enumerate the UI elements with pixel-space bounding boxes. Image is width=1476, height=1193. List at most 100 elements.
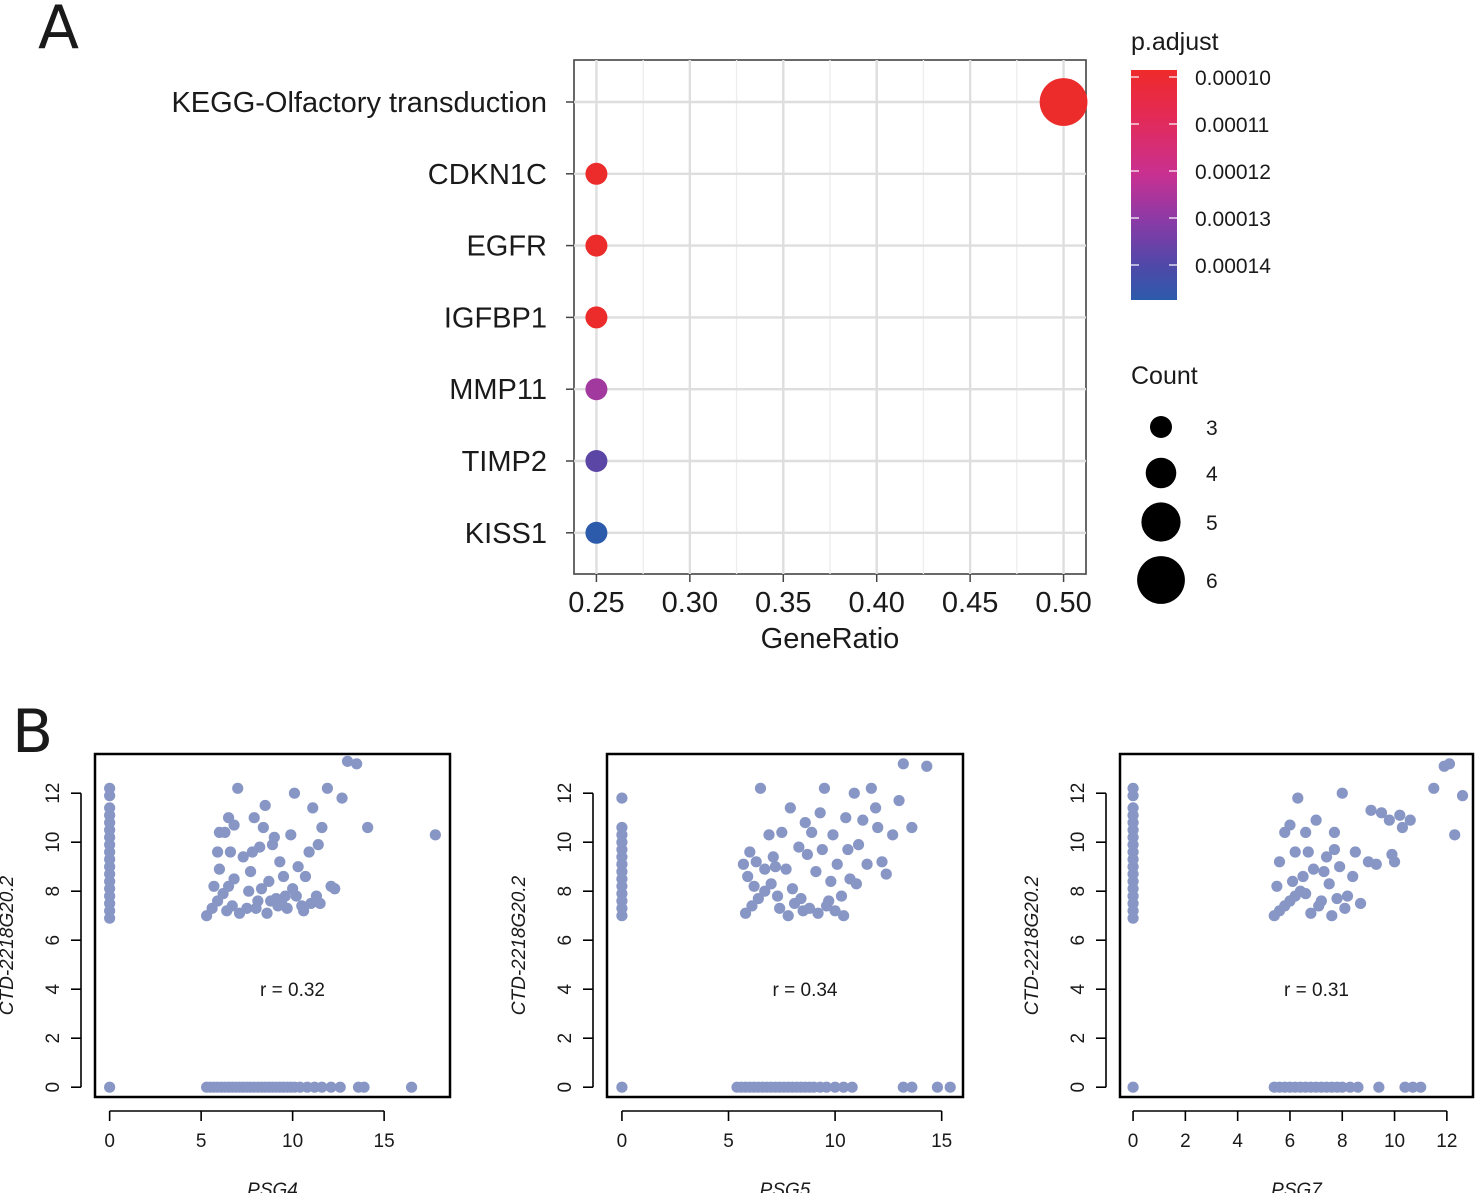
data-point	[316, 1081, 328, 1093]
data-point	[806, 826, 818, 839]
p-adjust-legend-label: 0.00013	[1195, 208, 1271, 231]
data-point	[931, 1081, 944, 1093]
y-axis-title: CTD-2218G20.2	[509, 875, 530, 1015]
data-point	[1292, 792, 1304, 804]
data-point	[838, 910, 850, 922]
data-point	[334, 1081, 346, 1093]
dot-plot-panel-a: KEGG-Olfactory transduction CDKN1C EGFR IGF…	[171, 59, 1092, 655]
gridlines-a	[574, 60, 1086, 574]
data-point	[244, 866, 257, 878]
p-adjust-legend-label: 0.00010	[1195, 67, 1271, 90]
data-point	[1349, 846, 1361, 858]
data-point	[1336, 787, 1348, 799]
x-tick-label: 0	[617, 1131, 628, 1152]
data-point	[1344, 1081, 1356, 1093]
data-point	[769, 861, 782, 873]
y-tick-label: 0	[1068, 1082, 1089, 1093]
plot-frame	[93, 752, 452, 1099]
y-tick-label: 6	[1068, 935, 1089, 946]
data-point	[812, 907, 824, 919]
data-point	[861, 858, 873, 870]
y-axis-title: CTD-2218G20.2	[1022, 875, 1043, 1015]
data-point	[803, 902, 816, 914]
data-point	[897, 758, 909, 770]
data-point	[842, 843, 854, 856]
count-legend: Count 3 4 5 6	[1131, 362, 1218, 604]
y-tick-label: 10	[1068, 832, 1089, 853]
data-point	[801, 848, 813, 861]
y-tick-label: 4	[1068, 983, 1089, 994]
data-point	[212, 846, 224, 858]
data-point	[1339, 902, 1351, 914]
data-point	[1443, 758, 1456, 770]
y-tick-label: 8	[1068, 886, 1089, 897]
data-point	[846, 1081, 858, 1093]
data-point	[292, 861, 304, 873]
x-tick-label: 5	[196, 1131, 207, 1152]
x-axis-title: PSG7	[1271, 1180, 1323, 1193]
count-legend-items: 3 4 5 6	[1137, 416, 1218, 604]
x-tick-label: 2	[1180, 1131, 1191, 1152]
x-tick-label: 10	[282, 1131, 303, 1152]
data-point	[742, 870, 754, 883]
data-point	[816, 843, 828, 856]
data-point	[1271, 880, 1283, 892]
category-label: KISS1	[465, 518, 547, 550]
data-point	[831, 858, 843, 870]
x-tick-label: 12	[1436, 1131, 1457, 1152]
data-point	[852, 839, 865, 851]
dot-timp2	[585, 450, 608, 472]
y-tick-label: 0	[555, 1082, 576, 1093]
data-point	[1456, 790, 1469, 802]
data-point	[261, 907, 273, 919]
data-point	[838, 1081, 850, 1093]
data-point	[221, 905, 233, 917]
data-point	[1307, 863, 1320, 875]
data-point	[1273, 856, 1286, 868]
y-tick-label: 2	[555, 1033, 576, 1044]
data-point	[793, 841, 805, 853]
data-point	[303, 846, 315, 858]
data-point	[243, 885, 255, 897]
x-tick-label: 0.30	[662, 587, 718, 619]
category-label: CDKN1C	[428, 159, 547, 191]
data-point	[224, 846, 237, 858]
data-point	[298, 905, 310, 917]
data-point	[865, 782, 877, 794]
data-point	[759, 885, 771, 897]
data-point	[248, 812, 260, 824]
data-point	[351, 758, 363, 770]
data-point	[1310, 814, 1322, 826]
data-point	[848, 787, 860, 799]
data-point	[1334, 861, 1346, 873]
data-point	[1284, 819, 1296, 831]
data-point	[795, 892, 807, 905]
data-point	[897, 1081, 909, 1093]
data-point	[307, 802, 319, 814]
dot-kegg-olfactory-transduction	[1039, 78, 1088, 126]
data-point	[208, 880, 220, 892]
data-point	[1386, 848, 1398, 861]
data-point	[213, 863, 226, 875]
data-point	[827, 829, 839, 841]
panel-label-b: B	[12, 697, 53, 767]
count-legend-dot	[1145, 457, 1177, 489]
x-tick-label: 0.25	[568, 587, 624, 619]
count-legend-label: 4	[1206, 463, 1218, 486]
data-point	[872, 821, 884, 834]
data-point	[784, 802, 796, 814]
data-point	[1362, 856, 1375, 868]
data-point	[876, 856, 888, 868]
data-point	[616, 1081, 628, 1093]
data-point	[786, 883, 799, 895]
data-point	[1347, 870, 1359, 883]
data-point	[820, 900, 833, 912]
data-point	[277, 870, 290, 883]
y-tick-label: 8	[43, 886, 64, 897]
data-point	[739, 907, 752, 919]
x-tick-label: 0.45	[942, 587, 998, 619]
data-point	[341, 755, 354, 767]
data-point	[358, 1081, 370, 1093]
p-adjust-legend-title: p.adjust	[1131, 28, 1219, 56]
